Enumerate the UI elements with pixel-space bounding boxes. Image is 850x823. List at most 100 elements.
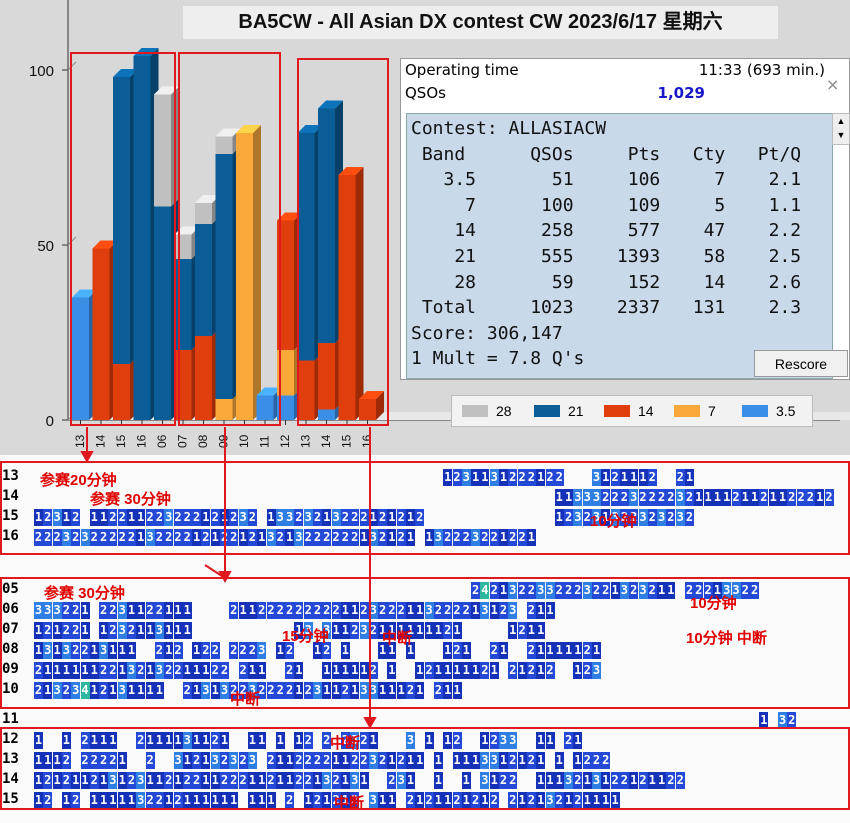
grid-cell: 2 [173, 662, 183, 679]
grid-cell: 2 [340, 732, 350, 749]
grid-cell: 1 [192, 682, 202, 699]
grid-cell: 1 [461, 642, 471, 659]
grid-cell: 2 [601, 752, 611, 769]
grid-cell: 2 [294, 752, 304, 769]
grid-cell: 1 [257, 662, 267, 679]
grid-cell: 1 [173, 602, 183, 619]
legend-item-28: 28 [462, 403, 512, 419]
stats-scrollbar[interactable]: ▲ ▼ [832, 113, 850, 145]
grid-cell: 2 [303, 772, 313, 789]
grid-cell: 2 [229, 529, 239, 546]
grid-cell: 2 [108, 529, 118, 546]
qsos-value: 1,029 [657, 84, 705, 102]
grid-cell: 1 [499, 752, 508, 769]
bar-09-7 [215, 399, 233, 420]
grid-cell: 1 [238, 529, 248, 546]
grid-cell: 1 [415, 792, 425, 809]
close-icon[interactable]: × [826, 75, 840, 94]
grid-cell: 2 [275, 602, 285, 619]
contest-stats-text: Contest: ALLASIACW Band QSOs Pts Cty Pt/… [411, 118, 802, 370]
grid-cell: 3 [433, 529, 443, 546]
grid-cell: 2 [266, 682, 276, 699]
grid-cell: 1 [499, 529, 508, 546]
bar-07-28 [174, 234, 192, 259]
grid-cell: 1 [340, 772, 350, 789]
grid-cell: 1 [61, 509, 71, 526]
grid-cell: 2 [554, 469, 564, 486]
bar-07-21 [174, 259, 192, 350]
x-tick-label-16-3: 16 [135, 434, 149, 448]
grid-cell: 3 [722, 582, 732, 599]
grid-cell: 1 [257, 529, 267, 546]
grid-cell: 2 [750, 582, 760, 599]
bar-top-13 [297, 125, 323, 133]
grid-cell: 1 [340, 662, 350, 679]
grid-cell: 1 [154, 682, 164, 699]
grid-cell: 2 [489, 732, 499, 749]
grid-cell: 1 [433, 772, 443, 789]
grid-cell: 1 [164, 622, 174, 639]
legend-label: 3.5 [776, 403, 796, 419]
grid-cell: 1 [220, 509, 229, 526]
grid-cell: 1 [554, 752, 564, 769]
grid-cell: 1 [34, 772, 43, 789]
grid-cell: 1 [471, 602, 481, 619]
grid-cell: 2 [34, 682, 43, 699]
grid-cell: 3 [34, 602, 43, 619]
grid-cell: 2 [610, 469, 620, 486]
grid-cell: 3 [573, 489, 583, 506]
grid-cell: 2 [424, 792, 434, 809]
grid-cell: 2 [647, 489, 657, 506]
grid-cell: 1 [406, 602, 415, 619]
grid-cell: 1 [722, 489, 732, 506]
grid-cell: 1 [443, 792, 453, 809]
grid-cell: 2 [657, 489, 667, 506]
x-tick-label-14-12: 14 [319, 434, 333, 448]
grid-cell: 2 [61, 622, 71, 639]
grid-cell: 3 [43, 602, 53, 619]
grid-cell: 2 [303, 529, 313, 546]
operating-time-label: Operating time [405, 61, 519, 79]
grid-cell: 1 [108, 792, 118, 809]
grid-cell: 2 [238, 682, 248, 699]
bar-12-7 [277, 350, 294, 396]
grid-cell: 1 [145, 732, 155, 749]
grid-cell: 1 [294, 732, 304, 749]
grid-cell: 2 [182, 772, 192, 789]
grid-cell: 2 [582, 642, 592, 659]
grid-cell: 1 [443, 682, 453, 699]
grid-cell: 3 [285, 509, 295, 526]
grid-cell: 1 [80, 772, 90, 789]
grid-cell: 2 [313, 529, 322, 546]
grid-cell: 2 [592, 752, 601, 769]
bar-top-14 [318, 100, 343, 109]
grid-cell: 1 [359, 529, 369, 546]
grid-cell: 2 [368, 662, 378, 679]
grid-cell: 1 [127, 509, 136, 526]
grid-cell: 1 [536, 642, 546, 659]
grid-cell: 1 [210, 529, 220, 546]
grid-cell: 2 [127, 622, 136, 639]
grid-cell: 2 [164, 662, 174, 679]
grid-cell: 1 [43, 752, 53, 769]
bar-08-21 [195, 224, 212, 336]
grid-cell: 1 [340, 622, 350, 639]
grid-cell: 2 [517, 622, 527, 639]
legend-swatch [674, 405, 700, 417]
grid-cell: 2 [647, 469, 657, 486]
grid-cell: 1 [368, 509, 378, 526]
x-tick-label-15-2: 15 [114, 434, 128, 448]
grid-cell: 2 [294, 602, 304, 619]
bar-13-21 [297, 133, 315, 361]
grid-cell: 1 [461, 752, 471, 769]
rescore-button[interactable]: Rescore [754, 350, 848, 377]
grid-cell: 1 [201, 752, 211, 769]
grid-cell: 1 [406, 772, 415, 789]
grid-cell: 1 [313, 772, 322, 789]
grid-cell: 1 [340, 792, 350, 809]
grid-cell: 2 [247, 509, 257, 526]
grid-row-14: 14 1 2 1 2 1 1 2 1 3 1 2 3 1 1 2 1 2 2 1 1 2 2 2 1 1 2 1 1 2 2 1 3 2 1 3 1 2 3… [0, 771, 850, 790]
grid-cell: 2 [759, 489, 769, 506]
grid-row-label: 10 [2, 681, 19, 697]
grid-cell: 2 [396, 752, 406, 769]
